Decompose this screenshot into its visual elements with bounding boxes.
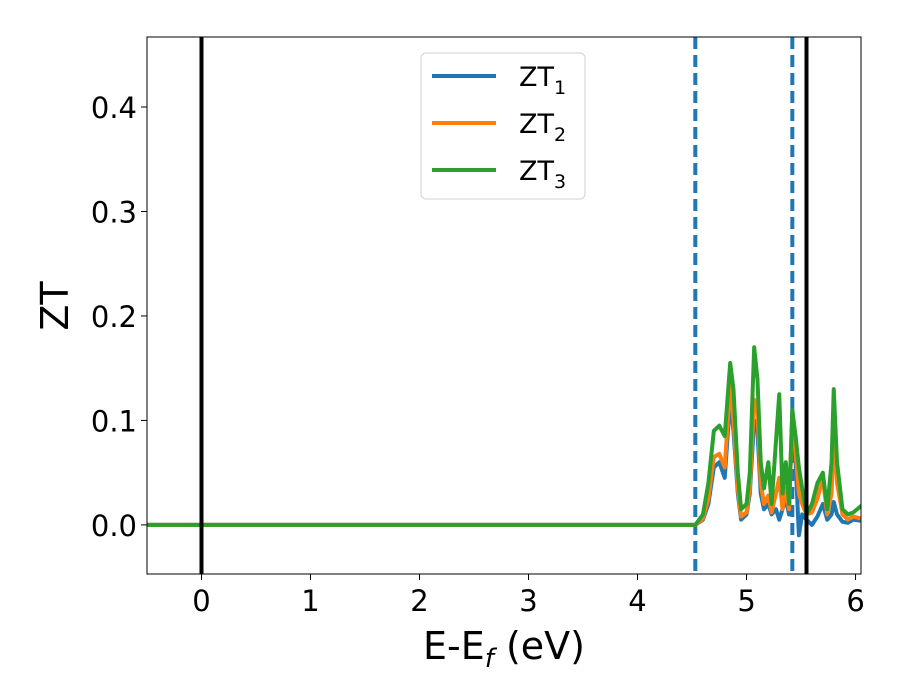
y-tick-label: 0.3: [91, 195, 137, 229]
y-tick-label: 0.1: [91, 404, 137, 438]
legend-label-zt3: ZT3: [519, 156, 566, 193]
x-tick-label: 4: [628, 584, 646, 618]
legend-label-zt1: ZT1: [519, 62, 566, 99]
y-axis-label: ZT: [33, 281, 77, 331]
series-line-zt3: [147, 345, 861, 527]
x-axis-label: E-Ef (eV): [423, 624, 585, 674]
x-tick-label: 1: [301, 584, 319, 618]
x-tick-label: 3: [519, 584, 537, 618]
legend-label-zt2: ZT2: [519, 109, 566, 146]
x-tick-label: 6: [846, 584, 864, 618]
x-tick-label: 2: [410, 584, 428, 618]
y-tick-label: 0.0: [91, 509, 137, 543]
y-ticks: 0.0 0.1 0.2 0.3 0.4: [91, 91, 147, 543]
x-tick-label: 0: [192, 584, 210, 618]
plot-layer: [147, 37, 861, 574]
legend-box: [420, 52, 586, 200]
x-ticks: 0 1 2 3 4 5 6: [192, 574, 865, 618]
legend: ZT1 ZT2 ZT3: [420, 52, 586, 200]
y-tick-label: 0.4: [91, 91, 137, 125]
axes-frame: [146, 36, 862, 575]
x-tick-label: 5: [737, 584, 755, 618]
y-tick-label: 0.2: [91, 300, 137, 334]
